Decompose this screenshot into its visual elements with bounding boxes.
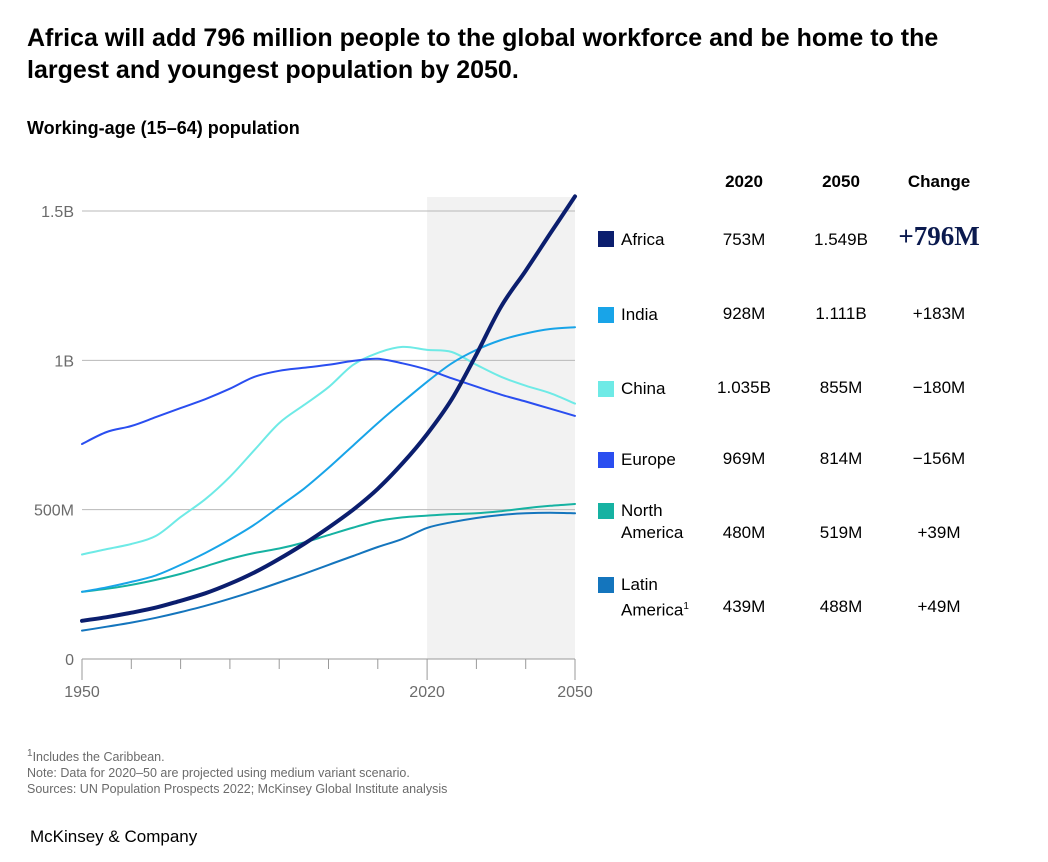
series-line-china [81,345,576,556]
footnote-1: 1Includes the Caribbean. [27,746,447,765]
legend-label-africa: Africa [621,230,665,249]
y-tick-label-1B: 1B [54,353,74,370]
x-tick-label-1950: 1950 [64,684,100,701]
legend-swatch-china [598,381,614,397]
chart-subtitle: Working-age (15–64) population [27,118,300,138]
header-change: Change [907,172,971,191]
legend-label-china: China [621,379,666,398]
x-tick-label-2020: 2020 [409,684,445,701]
footnote-note: Note: Data for 2020–50 are projected usi… [27,766,410,781]
legend-label-europe: Europe [621,450,676,469]
chart-title: Africa will add 796 million people to th… [27,24,939,84]
footnotes: 1Includes the Caribbean. Note: Data for … [27,746,447,797]
series-line-north-america [81,503,576,593]
legend-swatch-africa [598,231,614,247]
projection-band [427,197,575,659]
value-2050-north-america: 519M [819,523,863,542]
value-2020-latin-america: 439M [722,597,766,616]
value-2020-europe: 969M [722,449,766,468]
value-2020-north-america: 480M [722,523,766,542]
value-2050-latin-america: 488M [819,597,863,616]
legend-label-latin-america: Latin America1 [621,574,701,622]
legend-swatch-latin-america [598,577,614,593]
legend-label-latin-america-text: Latin America [621,575,684,620]
value-2020-india: 928M [722,304,766,323]
legend-label-north-america: North America [621,501,684,542]
value-change-europe: −156M [912,449,966,468]
value-2050-india: 1.111B [815,304,867,323]
footnote-marker: 1 [683,601,689,612]
header-2050: 2050 [822,172,860,191]
value-2020-africa: 753M [722,230,766,249]
value-2050-africa: 1.549B [814,230,868,249]
value-2050-china: 855M [819,378,863,397]
y-tick-label-1.5B: 1.5B [41,204,74,221]
series-line-europe [81,357,576,445]
series-line-india [81,326,576,593]
footnote-1-text: Includes the Caribbean. [32,750,165,765]
legend-swatch-europe [598,452,614,468]
footnote-1-marker: 1 [27,748,33,759]
footnote-sources: Sources: UN Population Prospects 2022; M… [27,782,448,797]
value-change-africa: +796M [898,221,980,251]
series-line-latin-america [81,511,576,632]
value-change-north-america: +39M [917,523,961,542]
legend-swatch-india [598,307,614,323]
legend-label-india: India [621,305,658,324]
value-change-latin-america: +49M [917,597,961,616]
legend-swatch-north-america [598,503,614,519]
series-line-africa [80,194,577,623]
value-change-china: −180M [912,378,966,397]
brand-logo-text: McKinsey & Company [30,827,198,846]
y-tick-label-500M: 500M [34,503,74,520]
value-change-india: +183M [912,304,966,323]
value-2020-china: 1.035B [717,378,771,397]
value-2050-europe: 814M [819,449,863,468]
y-tick-label-0: 0 [65,652,74,669]
x-tick-label-2050: 2050 [557,684,593,701]
header-2020: 2020 [725,172,763,191]
